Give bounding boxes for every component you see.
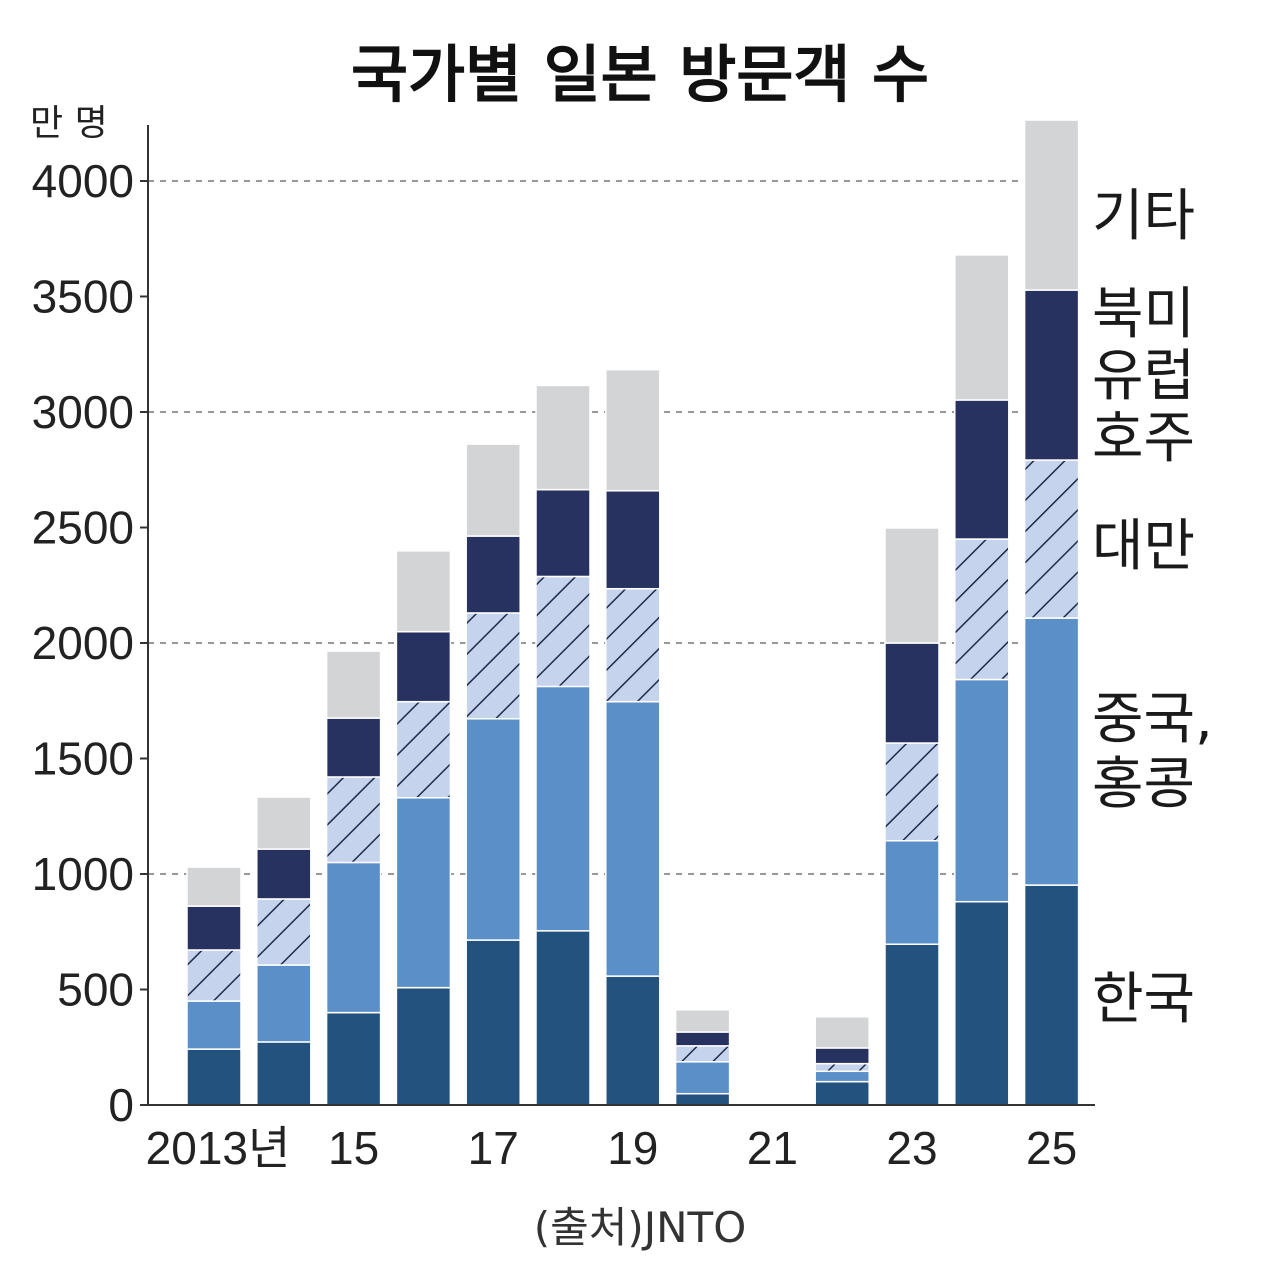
bar-2014-series-1 — [256, 964, 312, 1043]
bar-2025-series-2 — [1023, 459, 1080, 619]
bar-2024-series-3 — [954, 399, 1010, 540]
bar-2020-series-2 — [674, 1045, 731, 1063]
bar-2022-series-0 — [814, 1080, 870, 1106]
bar-2016-series-0 — [395, 986, 452, 1106]
bar-2014-series-3 — [256, 848, 312, 900]
bar-2023-series-3 — [884, 642, 940, 744]
bar-2020-series-0 — [674, 1092, 731, 1106]
bar-2014-series-0 — [256, 1041, 312, 1106]
bar-2015-series-1 — [325, 861, 382, 1014]
bar-2018-series-3 — [535, 488, 591, 578]
bar-2023-series-4 — [884, 527, 940, 644]
bar-2015-series-4 — [325, 650, 382, 719]
bar-2020-series-3 — [674, 1031, 731, 1047]
label-west-3: 호주 — [1092, 406, 1195, 471]
bar-2024-series-2 — [954, 538, 1010, 681]
x-tick-label: 21 — [747, 1122, 798, 1174]
source-note: (출처)JNTO — [534, 1203, 747, 1252]
bar-2018-series-4 — [535, 384, 591, 491]
bar-2023-series-1 — [884, 839, 940, 945]
x-tick-label: 25 — [1026, 1122, 1077, 1174]
bar-2022-series-4 — [814, 1016, 870, 1049]
bar-2022-series-3 — [814, 1047, 870, 1065]
bar-2017-series-4 — [465, 443, 521, 537]
x-tick-label: 17 — [468, 1122, 519, 1174]
bar-2019-series-4 — [605, 368, 661, 492]
bar-2015-series-0 — [325, 1011, 382, 1106]
label-korea: 한국 — [1092, 967, 1195, 1032]
bar-2017-series-1 — [465, 718, 521, 941]
label-china-1: 중국, — [1092, 687, 1213, 752]
bar-2013-series-4 — [186, 866, 242, 907]
bar-2018-series-1 — [535, 685, 591, 932]
bar-2017-series-3 — [465, 535, 521, 614]
y-tick-label: 1000 — [32, 848, 134, 900]
bar-2018-series-0 — [535, 930, 591, 1106]
bar-2013-series-3 — [186, 905, 242, 951]
bar-2013-series-0 — [186, 1048, 242, 1106]
bar-2019-series-2 — [605, 587, 661, 703]
bar-2017-series-2 — [465, 612, 521, 720]
bar-2015-series-2 — [325, 776, 382, 864]
y-tick-label: 4000 — [32, 155, 134, 207]
bar-2024-series-1 — [954, 678, 1010, 903]
chart-title: 국가별 일본 방문객 수 — [351, 38, 929, 111]
bar-2025-series-1 — [1023, 617, 1080, 886]
y-tick-label: 1500 — [32, 733, 134, 785]
x-tick-label: 19 — [607, 1122, 658, 1174]
y-axis-unit: 만 명 — [30, 103, 108, 144]
bar-2016-series-1 — [395, 797, 452, 989]
bar-2023-series-0 — [884, 943, 940, 1106]
bar-2020-series-4 — [674, 1009, 731, 1033]
y-tick-label: 500 — [57, 964, 134, 1016]
bar-2013-series-1 — [186, 1000, 242, 1050]
y-tick-label: 3000 — [32, 386, 134, 438]
bar-2023-series-2 — [884, 742, 940, 842]
bar-2013-series-2 — [186, 949, 242, 1002]
label-west-2: 유럽 — [1092, 344, 1195, 409]
bar-2014-series-4 — [256, 796, 312, 850]
bar-2025-series-4 — [1023, 119, 1080, 291]
bar-2022-series-1 — [814, 1070, 870, 1083]
bar-2025-series-3 — [1023, 289, 1080, 461]
x-tick-label: 15 — [328, 1122, 379, 1174]
bar-2016-series-3 — [395, 630, 452, 703]
label-china-2: 홍콩 — [1092, 752, 1195, 817]
bar-2019-series-0 — [605, 975, 661, 1106]
bar-2016-series-2 — [395, 700, 452, 799]
y-tick-label: 0 — [108, 1079, 134, 1131]
bar-2019-series-1 — [605, 700, 661, 977]
bar-2019-series-3 — [605, 490, 661, 590]
bar-2022-series-2 — [814, 1062, 870, 1073]
y-tick-label: 2000 — [32, 617, 134, 669]
label-west-1: 북미 — [1092, 282, 1195, 347]
y-tick-label: 3500 — [32, 271, 134, 323]
x-tick-label: 23 — [886, 1122, 937, 1174]
bar-2024-series-4 — [954, 254, 1010, 401]
x-tick-label: 2013년 — [146, 1122, 291, 1174]
bar-2017-series-0 — [465, 939, 521, 1106]
bar-2016-series-4 — [395, 550, 452, 633]
bar-2025-series-0 — [1023, 884, 1080, 1106]
bar-2014-series-2 — [256, 898, 312, 966]
y-tick-label: 2500 — [32, 502, 134, 554]
bar-2024-series-0 — [954, 900, 1010, 1106]
bar-2020-series-1 — [674, 1061, 731, 1095]
label-taiwan: 대만 — [1092, 514, 1195, 579]
label-other: 기타 — [1092, 184, 1195, 249]
bar-2015-series-3 — [325, 717, 382, 778]
bar-2018-series-2 — [535, 575, 591, 688]
